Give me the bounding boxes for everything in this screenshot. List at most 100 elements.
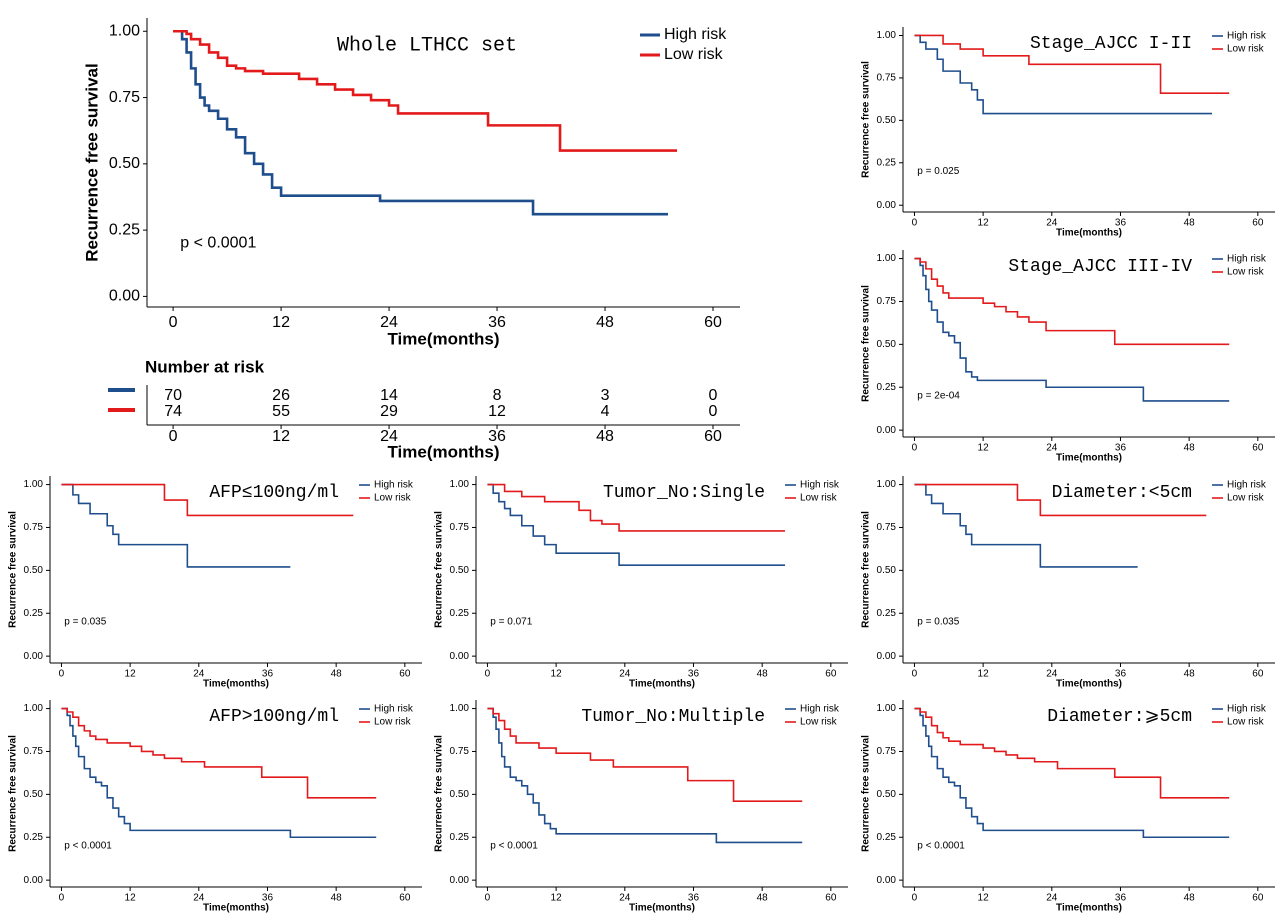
legend-label: High risk — [800, 480, 840, 491]
legend-label: Low risk — [374, 493, 412, 504]
x-tick-label: 24 — [380, 314, 398, 331]
x-tick-label: 36 — [1115, 669, 1127, 680]
x-tick-label: 24 — [619, 893, 631, 904]
x-tick-label: 12 — [272, 314, 290, 331]
y-tick-label: 1.00 — [877, 479, 897, 490]
survival-curve — [487, 483, 786, 532]
x-tick-label: 48 — [757, 669, 769, 680]
y-tick-label: 0.75 — [877, 522, 897, 533]
y-tick-label: 0.00 — [24, 651, 44, 662]
survival-curve — [173, 29, 669, 216]
x-tick-label: 24 — [1046, 893, 1058, 904]
risk-count: 14 — [380, 387, 398, 404]
risk-x-axis-label: Time(months) — [387, 442, 499, 461]
y-tick-label: 0.00 — [877, 875, 897, 886]
x-tick-label: 36 — [488, 314, 506, 331]
y-tick-label: 0.50 — [24, 789, 44, 800]
y-tick-label: 0.25 — [450, 608, 470, 619]
risk-count: 0 — [709, 387, 718, 404]
legend-label: High risk — [374, 704, 414, 715]
x-tick-label: 36 — [688, 893, 700, 904]
x-tick-label: 60 — [1252, 218, 1264, 229]
risk-x-tick-label: 48 — [596, 428, 614, 445]
y-tick-label: 0.00 — [877, 425, 897, 436]
risk-count: 29 — [380, 403, 398, 420]
x-tick-label: 24 — [619, 669, 631, 680]
x-tick-label: 0 — [485, 669, 491, 680]
panel-title: Whole LTHCC set — [337, 34, 517, 57]
x-tick-label: 24 — [1046, 669, 1058, 680]
x-tick-label: 0 — [59, 669, 65, 680]
survival-curve — [914, 34, 1230, 94]
x-tick-label: 60 — [1252, 443, 1264, 454]
p-value: p = 0.035 — [917, 616, 959, 627]
x-tick-label: 0 — [912, 669, 918, 680]
risk-count: 3 — [601, 387, 610, 404]
y-axis-label: Recurrence free survival — [8, 735, 19, 852]
x-axis-label: Time(months) — [1056, 679, 1122, 690]
y-tick-label: 0.75 — [877, 746, 897, 757]
x-axis-label: Time(months) — [1056, 453, 1122, 464]
y-axis-label: Recurrence free survival — [434, 735, 445, 852]
y-tick-label: 1.00 — [109, 22, 140, 39]
y-tick-label: 1.00 — [877, 253, 897, 264]
p-value: p < 0.0001 — [917, 840, 965, 851]
x-tick-label: 12 — [125, 893, 137, 904]
survival-curve — [61, 707, 377, 839]
panel-title: Tumor_No:Single — [603, 483, 765, 503]
risk-count: 55 — [272, 403, 290, 420]
x-tick-label: 48 — [1184, 218, 1196, 229]
x-axis-label: Time(months) — [1056, 903, 1122, 914]
y-tick-label: 0.75 — [450, 746, 470, 757]
y-tick-label: 0.50 — [877, 339, 897, 350]
x-tick-label: 0 — [912, 443, 918, 454]
x-tick-label: 36 — [262, 669, 274, 680]
risk-count: 12 — [488, 403, 506, 420]
survival-curve — [61, 707, 377, 799]
p-value: p < 0.0001 — [64, 840, 112, 851]
y-tick-label: 0.25 — [877, 832, 897, 843]
p-value: p < 0.0001 — [490, 840, 538, 851]
p-value: p = 0.071 — [490, 616, 532, 627]
legend-label: High risk — [1227, 254, 1267, 265]
legend-label: Low risk — [800, 717, 838, 728]
risk-count: 74 — [164, 403, 182, 420]
survival-curve — [61, 483, 291, 568]
survival-curve — [914, 34, 1213, 115]
y-tick-label: 0.25 — [24, 608, 44, 619]
risk-x-tick-label: 60 — [704, 428, 722, 445]
x-axis-label: Time(months) — [203, 903, 269, 914]
legend-label: High risk — [1227, 704, 1267, 715]
p-value: p = 0.035 — [64, 616, 106, 627]
y-tick-label: 0.50 — [450, 565, 470, 576]
legend-label: Low risk — [664, 46, 724, 63]
y-tick-label: 0.50 — [450, 789, 470, 800]
x-tick-label: 60 — [399, 669, 411, 680]
y-tick-label: 0.25 — [450, 832, 470, 843]
x-tick-label: 0 — [485, 893, 491, 904]
y-tick-label: 0.00 — [24, 875, 44, 886]
survival-curve — [487, 483, 786, 567]
legend-label: High risk — [664, 26, 727, 43]
y-axis-label: Recurrence free survival — [434, 511, 445, 628]
x-tick-label: 24 — [1046, 218, 1058, 229]
y-tick-label: 0.25 — [877, 608, 897, 619]
y-tick-label: 0.75 — [24, 746, 44, 757]
p-value: p < 0.0001 — [180, 235, 256, 252]
survival-curve — [61, 483, 354, 517]
x-tick-label: 36 — [1115, 218, 1127, 229]
y-tick-label: 0.00 — [877, 200, 897, 211]
y-tick-label: 0.25 — [109, 221, 140, 238]
x-tick-label: 12 — [551, 893, 563, 904]
survival-curve — [173, 29, 678, 152]
x-tick-label: 60 — [825, 669, 837, 680]
legend-label: High risk — [374, 480, 414, 491]
legend-label: High risk — [800, 704, 840, 715]
legend-label: Low risk — [1227, 267, 1265, 278]
survival-curve — [914, 707, 1230, 799]
x-tick-label: 12 — [978, 669, 990, 680]
x-axis-label: Time(months) — [629, 903, 695, 914]
x-tick-label: 0 — [169, 314, 178, 331]
panel-title: AFP≤100ng/ml — [209, 483, 339, 503]
